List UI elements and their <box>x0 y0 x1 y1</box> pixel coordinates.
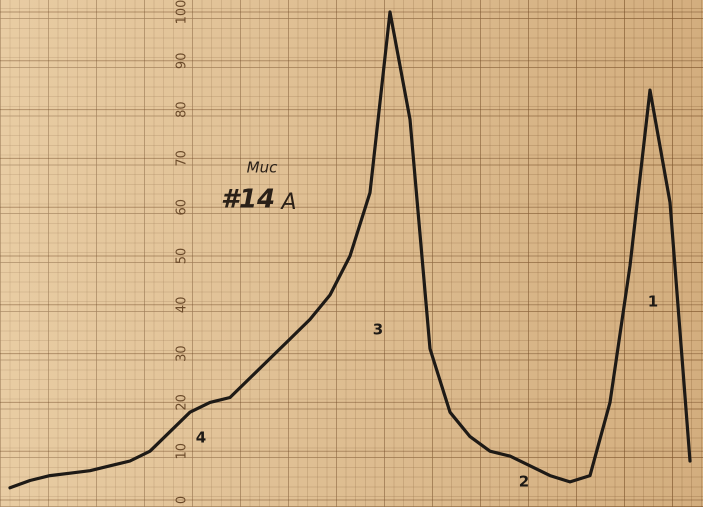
y-tick-label: 100 <box>175 0 190 24</box>
y-tick-label: 20 <box>175 394 190 411</box>
y-tick-label: 70 <box>175 150 190 167</box>
peak-label: 3 <box>373 321 383 339</box>
y-tick-label: 10 <box>175 443 190 460</box>
sample-suffix: A <box>279 190 296 215</box>
sample-id: #14 <box>221 185 275 215</box>
y-tick-label: 80 <box>175 101 190 118</box>
y-tick-label: 90 <box>175 53 190 70</box>
y-tick-label: 30 <box>175 345 190 362</box>
y-tick-label: 0 <box>175 496 190 504</box>
y-tick-label: 60 <box>175 199 190 216</box>
note: Muc <box>247 159 278 177</box>
peak-label: 2 <box>519 473 529 491</box>
peak-label: 1 <box>648 293 658 311</box>
y-tick-label: 50 <box>175 248 190 265</box>
y-tick-label: 40 <box>175 297 190 314</box>
peak-label: 4 <box>196 429 206 447</box>
trace <box>8 10 692 490</box>
